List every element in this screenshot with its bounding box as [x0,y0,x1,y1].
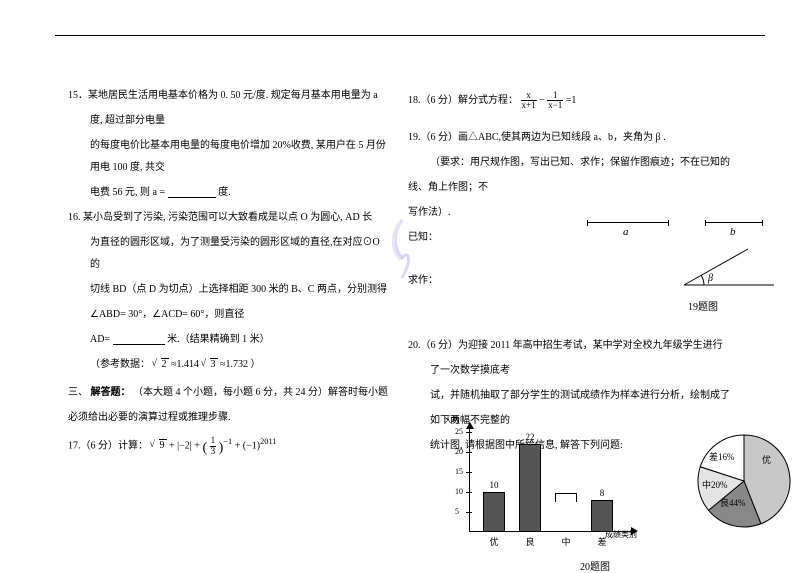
q15-blank [168,187,216,198]
y-tick: 25 [455,427,463,436]
lparen-icon: ( [202,440,207,455]
segment-b [705,222,763,223]
y-axis [469,426,470,532]
q15-line4b: 度. [218,187,231,198]
q17-frac: 1 3 [210,436,217,456]
section-3-sub: 必须给出必要的演算过程或推理步骤. [68,407,388,429]
q19-line2: （要求：用尺规作图，写出已知、求作；保留作图痕迹；不在已知的 [408,152,786,174]
bar-unknown [555,493,577,502]
q18: 18.（6 分）解分式方程： x x+1 − 1 x−1 =1 [408,90,786,112]
q17a: 17.（6 分）计算： [68,440,148,451]
left-column: 15．某地居民生活用电基本价格为 0. 50 元/度. 规定每月基本用电量为 a… [68,85,388,467]
q17c: + (−1) [235,440,260,451]
q18a: 18.（6 分）解分式方程： [408,95,518,106]
arrow-up-icon [466,422,474,429]
bar [483,492,505,532]
bar-value: 10 [483,480,505,490]
approx3: ≈1.732 ） [220,359,261,370]
q16-line6: （参考数据： 2 ≈1.414 3 ≈1.732 ） [68,354,388,376]
angle-beta: β [678,243,778,291]
bar-category: 优 [483,535,505,548]
bar-category: 中 [555,535,577,548]
q16-line2: 为直径的圆形区域，为了测量受污染的圆形区域的直径,在对应⊙O 的 [68,232,388,276]
y-tick: 10 [455,487,463,496]
q17-sqrt: 9 [151,435,167,457]
q20-line3: 试，并随机抽取了部分学生的测试成绩作为样本进行分析，绘制成了 [408,385,786,407]
segment-a-label: a [623,226,629,238]
q15-line4: 电费 56 元, 则 a = 度. [68,182,388,204]
q16-line5b: 米.（结果精确到 1 米） [167,334,270,345]
y-tick: 15 [455,467,463,476]
approx2: ≈1.414 [171,359,202,370]
sec3c: （本大题 4 个小题，每小题 6 分，共 24 分）解答时每小题 [133,387,388,398]
q19-line3a: 线、角上作图；不 [408,177,786,199]
segment-a [587,222,669,223]
q17: 17.（6 分）计算： 9 + |−2| + ( 1 3 )−1 + (−1)2… [68,433,388,464]
bar-chart: 人数 成绩类别 51015202510优22良中8差 [447,422,635,550]
q16-line5: AD= 米.（结果精确到 1 米） [68,329,388,351]
y-axis-label: 人数 [444,415,460,426]
bar [591,500,613,532]
q17-exp1: −1 [223,437,232,446]
q16-line1: 16. 某小岛受到了污染, 污染范围可以大致看成是以点 O 为圆心, AD 长 [68,207,388,229]
pie-label: 中20% [702,479,728,490]
q19-line1: 19.（6 分）画△ABC,使其两边为已知线段 a、b，夹角为 β . [408,127,786,149]
pie-chart: 良44% 中20% 差16% 优 [696,433,792,529]
bar-value: 8 [591,488,613,498]
bar [519,444,541,532]
q15-line1: 15．某地居民生活用电基本价格为 0. 50 元/度. 规定每月基本用电量为 a [68,85,388,107]
bar-category: 良 [519,535,541,548]
q17b: + |−2| + [169,440,202,451]
q16-line3: 切线 BD（点 D 为切点）上选择相距 300 米的 B、C 两点，分别测得 [68,279,388,301]
fig19-caption: 19题图 [688,298,718,313]
bar-value: 22 [519,432,541,442]
sec3a: 三、 [68,387,88,398]
header-rule [55,35,765,36]
segment-b-label: b [730,226,736,238]
sec3b: 解答题： [91,387,131,398]
q18-minus: − [539,95,547,106]
q20-line2: 了一次数学摸底考 [408,360,786,382]
section-3-head: 三、 解答题： （本大题 4 个小题，每小题 6 分，共 24 分）解答时每小题 [68,382,388,404]
q15-line3: 的每度电价比基本用电量的每度电价增加 20%收费, 某用户在 5 月份用电 10… [68,135,388,179]
q20-line1: 20.（6 分）为迎接 2011 年高中招生考试，某中学对全校九年级学生进行 [408,335,786,357]
q15-line4a: 电费 56 元, 则 a = [90,187,165,198]
q19-line3b: 写作法）. [408,202,786,224]
angle-label: β [707,273,713,284]
pie-label: 良44% [720,497,746,508]
q16-line4: ∠ABD= 30°，∠ACD= 60°，则直径 [68,304,388,326]
sqrt2: 2 [153,354,169,376]
y-tick: 20 [455,447,463,456]
pie-label: 差16% [709,451,735,462]
q18-eq: =1 [566,95,577,106]
q15-line2: 度, 超过部分电量 [68,110,388,132]
y-tick: 5 [455,507,459,516]
spacer2 [408,295,786,335]
q18-f1: x x+1 [521,91,537,111]
q17-exp2: 2011 [260,437,276,446]
arrow-right-icon [631,527,638,535]
q16-line5a: AD= [90,334,110,345]
pie-label: 优 [762,454,771,465]
bar-category: 差 [591,535,613,548]
q16-l6a: （参考数据： [90,359,150,370]
q16-blank [113,334,165,345]
sqrt3: 3 [202,354,218,376]
q18-f2: 1 x−1 [547,91,563,111]
